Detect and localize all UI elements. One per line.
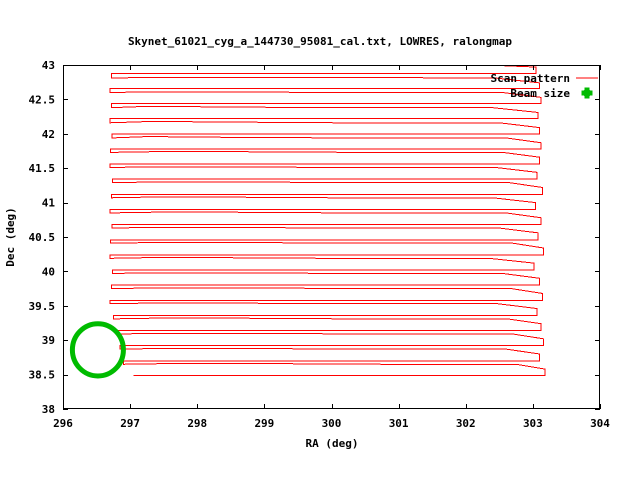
- x-tick-label-0: 296: [53, 417, 73, 430]
- y-tick-label-4: 40: [42, 265, 55, 278]
- legend-label-0: Scan pattern: [491, 72, 570, 85]
- y-tick-label-0: 38: [42, 403, 55, 416]
- x-tick-label-4: 300: [322, 417, 342, 430]
- x-tick-label-7: 303: [523, 417, 543, 430]
- x-axis-title: RA (deg): [306, 437, 359, 450]
- y-tick-label-9: 42.5: [29, 93, 56, 106]
- x-tick-label-5: 301: [389, 417, 409, 430]
- y-axis-title: Dec (deg): [4, 207, 17, 267]
- series-line-0: [109, 65, 546, 376]
- y-tick-label-7: 41.5: [29, 162, 56, 175]
- y-tick-label-5: 40.5: [29, 231, 56, 244]
- x-tick-label-1: 297: [120, 417, 140, 430]
- x-tick-label-8: 304: [590, 417, 610, 430]
- x-tick-label-3: 299: [254, 417, 274, 430]
- legend-label-1: Beam size: [510, 87, 570, 100]
- x-tick-label-6: 302: [456, 417, 476, 430]
- y-tick-label-2: 39: [42, 334, 55, 347]
- y-tick-label-3: 39.5: [29, 300, 56, 313]
- y-tick-label-6: 41: [42, 197, 56, 210]
- beam-size-circle: [69, 321, 126, 379]
- y-tick-label-1: 38.5: [29, 369, 56, 382]
- y-tick-label-8: 42: [42, 128, 55, 141]
- y-tick-label-10: 43: [42, 59, 55, 72]
- legend-sample-marker-h-1: [581, 90, 593, 96]
- x-tick-label-2: 298: [187, 417, 207, 430]
- chart-title: Skynet_61021_cyg_a_144730_95081_cal.txt,…: [128, 35, 512, 48]
